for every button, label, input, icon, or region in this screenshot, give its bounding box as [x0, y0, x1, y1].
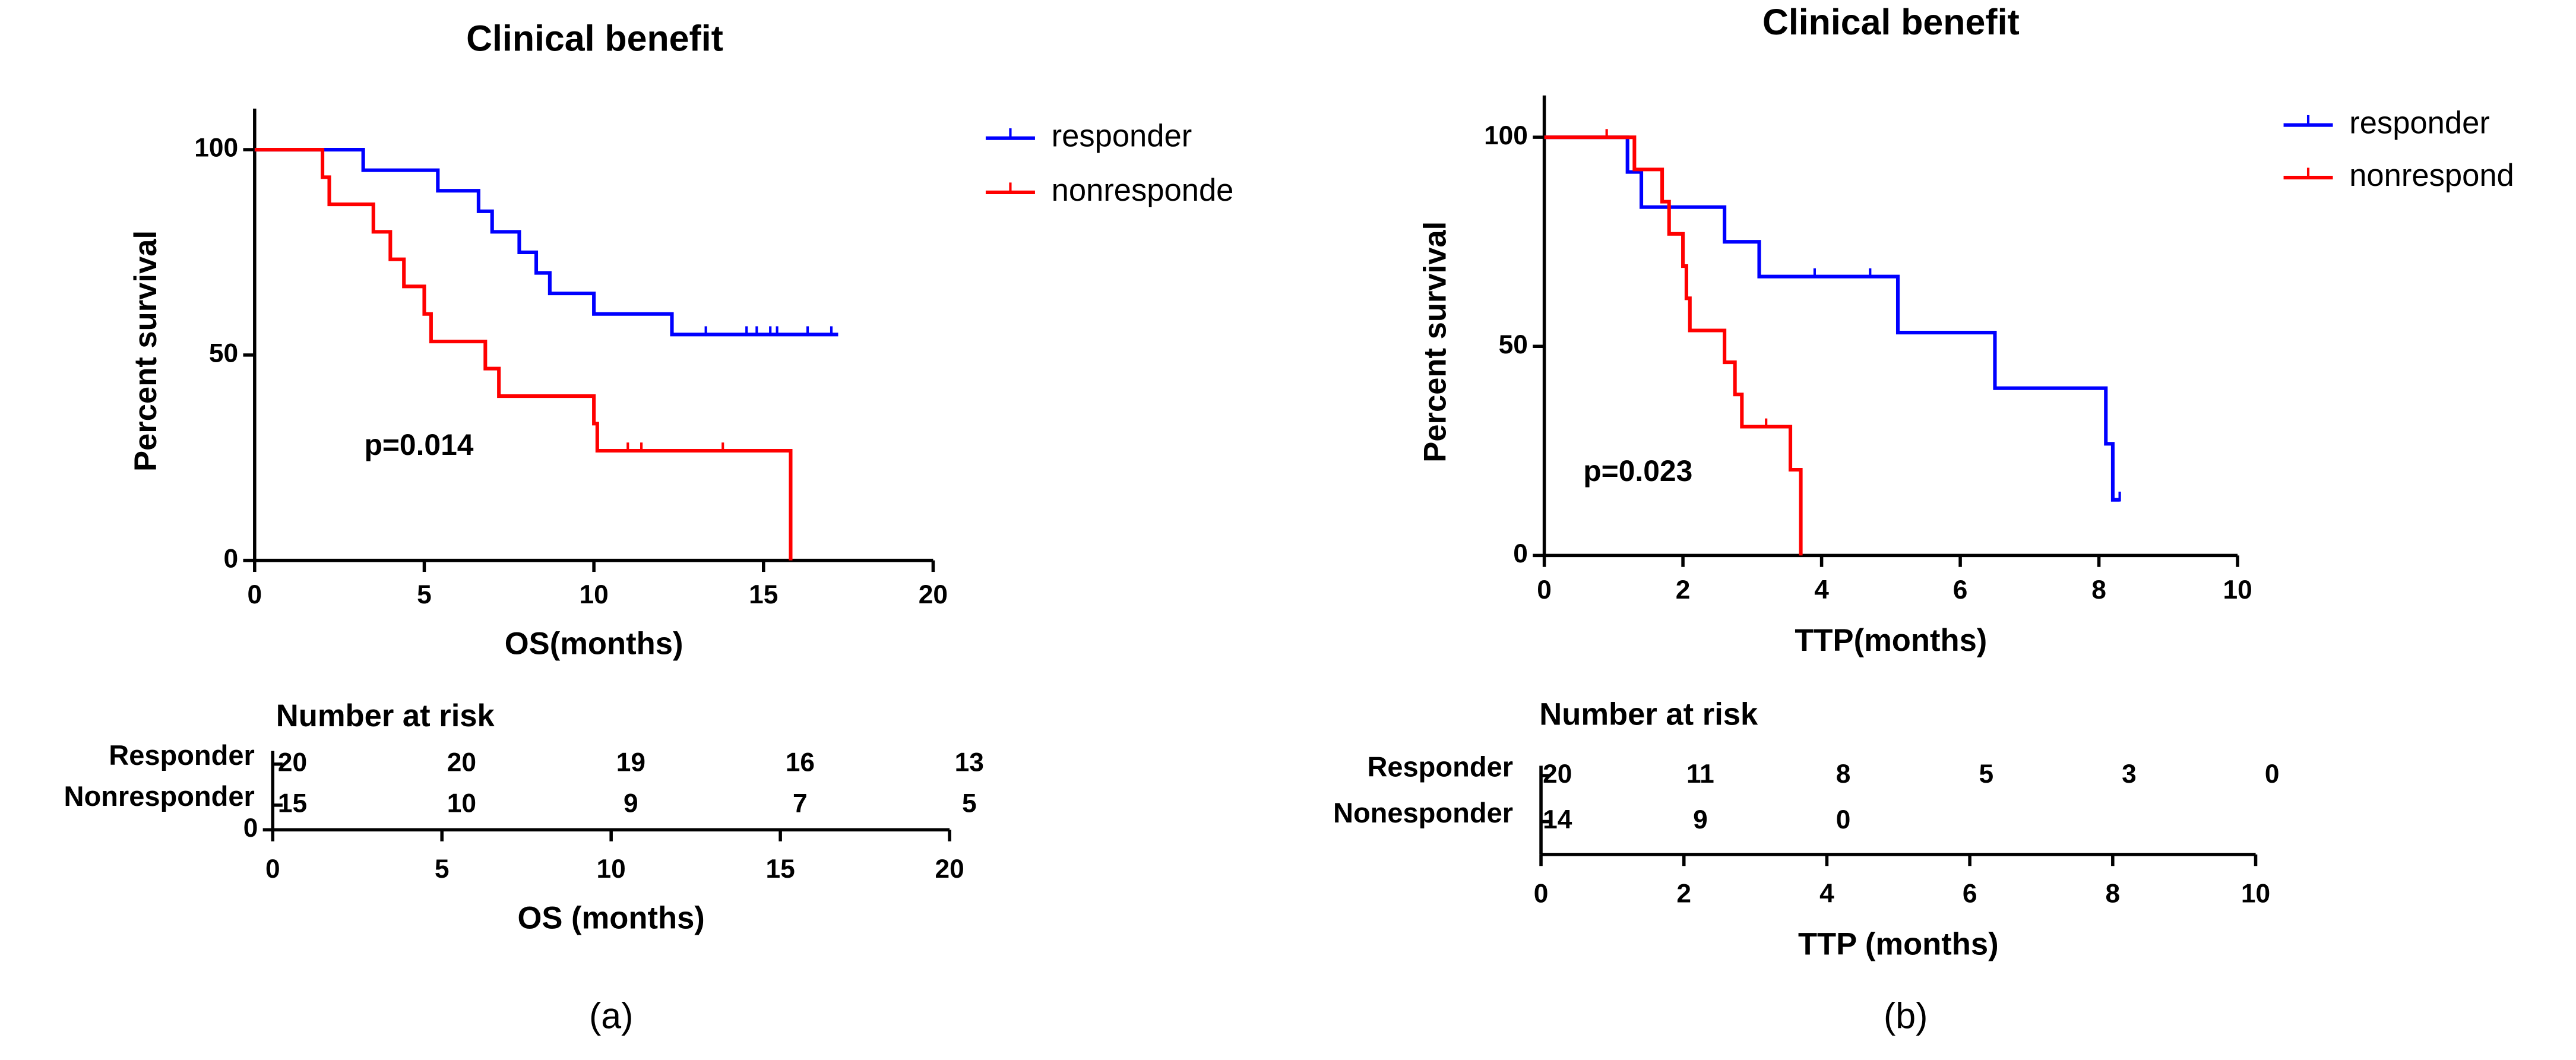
risk-count: 14 [1543, 805, 1572, 834]
chart-title: Clinical benefit [466, 18, 723, 59]
risk-x-axis-label: OS (months) [518, 900, 705, 935]
x-tick-label: 6 [1953, 575, 1968, 605]
risk-table-title: Number at risk [276, 698, 495, 733]
y-tick-label: 0 [224, 544, 239, 573]
x-tick-label: 10 [580, 580, 609, 609]
x-tick-label: 15 [749, 580, 778, 609]
x-tick-label: 20 [919, 580, 948, 609]
risk-x-tick-label: 20 [935, 855, 964, 884]
risk-x-tick-label: 8 [2106, 879, 2121, 909]
risk-count: 20 [1543, 760, 1572, 789]
risk-count: 10 [447, 789, 476, 818]
annotation: p=0.023 [1583, 454, 1692, 488]
risk-x-tick-label: 0 [1534, 879, 1549, 909]
risk-row-name: Responder [109, 739, 255, 771]
survival-curve [254, 147, 793, 561]
survival-curve [1544, 135, 1803, 556]
x-tick-label: 0 [248, 580, 262, 609]
risk-count: 0 [2265, 760, 2280, 789]
risk-count: 7 [793, 789, 808, 818]
risk-count: 20 [447, 748, 476, 777]
risk-x-tick-label: 4 [1819, 879, 1834, 909]
risk-x-tick-label: 6 [1963, 879, 1977, 909]
x-tick-label: 10 [2223, 575, 2252, 605]
risk-count: 5 [962, 789, 977, 818]
risk-x-tick-label: 10 [2241, 879, 2270, 909]
legend-label: nonresponde [1052, 173, 1234, 208]
risk-count: 13 [955, 748, 984, 777]
risk-table-title: Number at risk [1539, 697, 1758, 732]
caption: (b) [1884, 996, 1928, 1036]
legend-label: responder [1052, 119, 1192, 154]
y-tick-label: 100 [1484, 121, 1528, 150]
risk-x-tick-label: 2 [1676, 879, 1691, 909]
risk-count: 8 [1836, 760, 1851, 789]
risk-row-name: Nonesponder [1333, 797, 1513, 828]
risk-count: 0 [1836, 805, 1851, 834]
risk-count: 19 [616, 748, 645, 777]
risk-row-name: Nonresponder [64, 780, 255, 812]
survival-curve [1544, 135, 2120, 502]
chart-title: Clinical benefit [1762, 2, 2020, 42]
x-axis-label: OS(months) [505, 626, 683, 661]
y-tick-label: 100 [194, 134, 238, 163]
risk-count: 11 [1686, 760, 1714, 789]
x-tick-label: 8 [2091, 575, 2106, 605]
legend-label: nonrespond [2349, 158, 2514, 193]
risk-x-tick-label: 5 [435, 855, 450, 884]
risk-count: 5 [1979, 760, 1993, 789]
caption: (a) [589, 996, 633, 1036]
risk-x-tick-label: 15 [766, 855, 795, 884]
x-tick-label: 5 [417, 580, 432, 609]
risk-x-tick-label: 0 [265, 855, 280, 884]
survival-curve [254, 147, 838, 337]
risk-count: 3 [2122, 760, 2137, 789]
y-axis-label: Percent survival [1418, 222, 1453, 463]
risk-y-tick-label: 0 [243, 814, 258, 843]
y-tick-label: 50 [1499, 330, 1528, 359]
risk-count: 20 [278, 748, 307, 777]
y-tick-label: 50 [209, 339, 238, 368]
legend-label: responder [2349, 105, 2490, 140]
x-tick-label: 0 [1537, 575, 1552, 605]
x-tick-label: 2 [1676, 575, 1691, 605]
risk-x-tick-label: 10 [597, 855, 626, 884]
risk-x-axis-label: TTP (months) [1798, 927, 1999, 962]
risk-count: 9 [1693, 805, 1708, 834]
annotation: p=0.014 [364, 428, 473, 461]
risk-count: 16 [786, 748, 815, 777]
y-axis-label: Percent survival [128, 230, 163, 472]
risk-row-name: Responder [1367, 751, 1513, 782]
x-axis-label: TTP(months) [1795, 623, 1987, 658]
y-tick-label: 0 [1513, 539, 1528, 568]
x-tick-label: 4 [1814, 575, 1829, 605]
risk-count: 15 [278, 789, 307, 818]
risk-count: 9 [624, 789, 638, 818]
